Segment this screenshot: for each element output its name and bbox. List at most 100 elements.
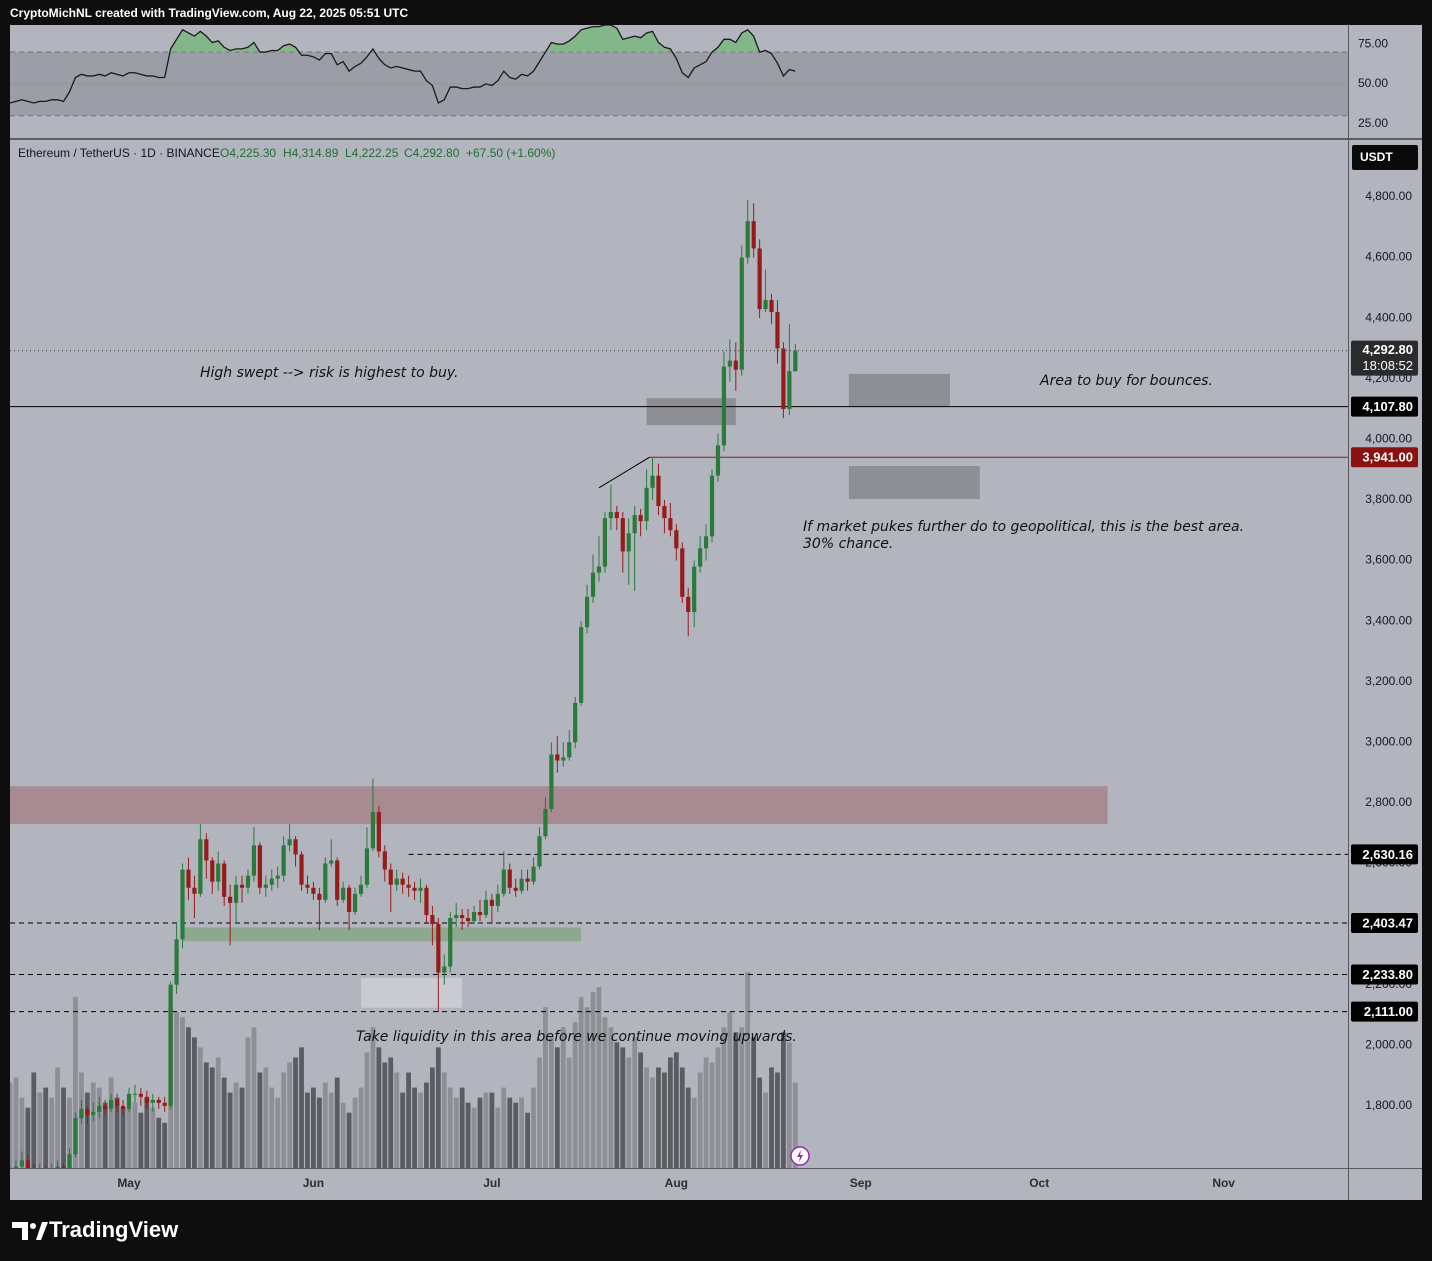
candle-body: [239, 884, 245, 888]
candle-body: [698, 548, 703, 567]
volume-bar: [465, 1102, 471, 1168]
price-tag-label: 4,107.80: [1362, 399, 1413, 414]
volume-bar: [441, 1072, 447, 1168]
candle-body: [126, 1093, 132, 1109]
volume-bar: [495, 1107, 501, 1168]
logo-dot: [30, 1223, 36, 1229]
candle-body: [668, 518, 673, 531]
candle-body: [471, 911, 477, 922]
volume-bar: [792, 1082, 798, 1168]
rsi-overbought-fill: [10, 25, 796, 53]
volume-bar: [67, 1097, 72, 1168]
volume-bar: [358, 1087, 364, 1168]
header: CryptoMichNL created with TradingView.co…: [10, 6, 408, 20]
candle-body: [341, 887, 346, 900]
volume-bar: [412, 1087, 417, 1168]
candle-body: [739, 257, 744, 370]
volume-bar: [108, 1077, 114, 1168]
candle-body: [216, 863, 221, 882]
volume-bar: [406, 1072, 412, 1168]
ohlc-value: L4,222.25: [345, 146, 399, 160]
volume-bar: [376, 1047, 382, 1168]
volume-bar: [269, 1087, 275, 1168]
candle-body: [650, 475, 655, 488]
candle-body: [477, 911, 483, 916]
candle-body: [132, 1093, 138, 1095]
volume-bar: [662, 1072, 667, 1168]
price-tag-label: 2,233.80: [1362, 967, 1413, 982]
candle-body: [561, 757, 566, 761]
candle-body: [513, 887, 518, 891]
price-tag-label: 2,403.47: [1362, 915, 1413, 930]
candle-body: [495, 893, 500, 906]
candle-body: [549, 754, 554, 809]
candle-body: [757, 248, 762, 310]
volume-bar: [49, 1097, 55, 1168]
last-price-label: 4,292.80: [1362, 342, 1413, 357]
annotation: 30% chance.: [803, 536, 893, 552]
volume-bar: [459, 1087, 465, 1168]
volume-bar: [757, 1077, 763, 1168]
x-tick-label: May: [117, 1176, 141, 1190]
chart-frame: [10, 25, 1422, 1200]
candle-body: [424, 887, 429, 916]
volume-bar: [233, 1082, 239, 1168]
candle-body: [114, 1099, 120, 1106]
price-tag-label: 3,941.00: [1362, 450, 1413, 465]
volume-bar: [667, 1057, 673, 1168]
candle-body: [412, 887, 417, 891]
volume-bar: [10, 1082, 13, 1168]
volume-bar: [90, 1082, 96, 1168]
volume-bar: [489, 1092, 495, 1168]
candle-body: [519, 878, 524, 891]
volume-bar: [322, 1082, 328, 1168]
volume-bar: [263, 1067, 269, 1168]
annotation: If market pukes further do to geopolitic…: [803, 519, 1244, 535]
candle-body: [228, 896, 233, 903]
price-tag-label: 2,630.16: [1362, 847, 1413, 862]
volume-bar: [114, 1097, 120, 1168]
candle-body: [204, 839, 209, 861]
logo-text: TradingView: [49, 1217, 179, 1242]
ohlc-value: C4,292.80: [404, 146, 460, 160]
volume-bar: [572, 1022, 578, 1168]
volume-bar: [620, 1047, 626, 1168]
volume-bar: [251, 1027, 257, 1168]
annotation: Area to buy for bounces.: [1039, 373, 1213, 389]
candle-body: [674, 530, 679, 549]
zone: [182, 927, 582, 942]
volume-bar: [215, 1057, 221, 1168]
volume-bar: [507, 1097, 513, 1168]
candle-body: [186, 869, 191, 888]
candle-body: [352, 893, 358, 912]
x-tick-label: Sep: [850, 1176, 872, 1190]
candle-body: [180, 869, 185, 940]
candle-body: [573, 702, 578, 743]
volume-bar: [584, 1007, 590, 1168]
candle-body: [608, 512, 613, 519]
candle-body: [281, 845, 286, 876]
candle-body: [329, 860, 334, 864]
rsi-tick-label: 75.00: [1358, 36, 1388, 50]
candle-body: [174, 939, 179, 985]
candle-body: [715, 445, 721, 476]
volume-bar: [299, 1047, 304, 1168]
candle-body: [537, 836, 542, 867]
volume-bar: [685, 1087, 691, 1168]
volume-bar: [519, 1097, 525, 1168]
volume-bar: [287, 1062, 293, 1168]
volume-bar: [19, 1097, 25, 1168]
volume-bar: [180, 1017, 185, 1168]
candle-body: [531, 866, 536, 882]
candle-body: [442, 966, 447, 973]
candle-body: [323, 863, 328, 900]
volume-bar: [221, 1077, 227, 1168]
y-tick-label: 4,000.00: [1365, 432, 1412, 446]
volume-bar: [781, 1032, 786, 1168]
countdown-label: 18:08:52: [1362, 358, 1413, 373]
volume-bar: [721, 1027, 727, 1168]
candle-body: [614, 512, 619, 519]
volume-bar: [61, 1087, 66, 1168]
price-tag: [1351, 913, 1418, 934]
